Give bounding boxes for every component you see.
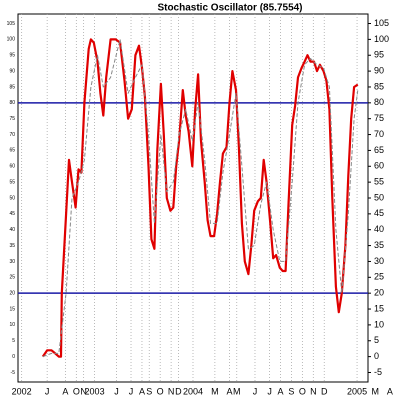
y2-tick-label: 95 — [374, 50, 384, 60]
y2-tick-label: 30 — [374, 256, 384, 266]
x-tick-label: S — [146, 386, 152, 396]
y-tick-label: 60 — [9, 164, 15, 170]
y-tick-label: 80 — [9, 100, 15, 106]
x-tick-label: J — [253, 386, 258, 396]
x-tick-label: J — [267, 386, 272, 396]
y-tick-label: 10 — [9, 322, 15, 328]
y2-tick-label: 90 — [374, 65, 384, 75]
signal-line — [42, 38, 359, 358]
y2-tick-label: 20 — [374, 288, 384, 298]
y2-tick-label: 55 — [374, 177, 384, 187]
x-tick-label: O — [157, 386, 164, 396]
x-tick-label: 2002 — [12, 386, 32, 396]
y-tick-label: 5 — [12, 338, 15, 344]
y2-tick-label: 80 — [374, 97, 384, 107]
y2-tick-label: 0 — [374, 351, 379, 361]
x-tick-label: J — [45, 386, 50, 396]
y2-tick-label: 10 — [374, 319, 384, 329]
x-tick-label: 2004 — [183, 386, 203, 396]
y-tick-label: 65 — [9, 148, 15, 154]
chart-title: Stochastic Oscillator (85.7554) — [157, 3, 302, 14]
x-tick-label: J — [129, 386, 134, 396]
x-tick-label: A — [277, 386, 283, 396]
x-tick-label: A — [226, 386, 232, 396]
x-tick-label: S — [288, 386, 294, 396]
x-tick-label: M — [372, 386, 380, 396]
x-tick-label: A — [387, 386, 393, 396]
y2-tick-label: 5 — [374, 335, 379, 345]
x-tick-label: M — [211, 386, 219, 396]
x-tick-label: D — [321, 386, 328, 396]
y-tick-label: -5 — [11, 370, 16, 376]
y-tick-label: 35 — [9, 243, 15, 249]
x-tick-label: A — [139, 386, 145, 396]
y-tick-label: 100 — [7, 37, 16, 43]
x-tick-label: O — [299, 386, 306, 396]
y-tick-label: 50 — [9, 195, 15, 201]
y2-tick-label: 70 — [374, 129, 384, 139]
y2-tick-label: 60 — [374, 161, 384, 171]
y2-tick-label: 15 — [374, 303, 384, 313]
x-tick-label: J — [114, 386, 119, 396]
x-tick-label: M — [233, 386, 241, 396]
y2-tick-label: 75 — [374, 113, 384, 123]
y2-tick-label: 40 — [374, 224, 384, 234]
y2-tick-label: 65 — [374, 145, 384, 155]
y2-tick-label: 25 — [374, 272, 384, 282]
y-tick-label: 95 — [9, 53, 15, 59]
y-tick-label: 90 — [9, 68, 15, 74]
x-tick-label: A — [62, 386, 68, 396]
y-tick-label: 25 — [9, 275, 15, 281]
x-tick-label: D — [175, 386, 182, 396]
x-tick-label: 2003 — [85, 386, 105, 396]
oscillator-line — [41, 38, 359, 358]
y2-tick-label: -5 — [374, 367, 382, 377]
y-tick-label: 55 — [9, 179, 15, 185]
y2-tick-label: 45 — [374, 208, 384, 218]
y-tick-label: 15 — [9, 306, 15, 312]
x-tick-label: N — [310, 386, 317, 396]
y-tick-label: 105 — [7, 21, 16, 27]
y-tick-label: 75 — [9, 116, 15, 122]
y-tick-label: 40 — [9, 227, 15, 233]
x-tick-label: O — [73, 386, 80, 396]
y-tick-label: 85 — [9, 84, 15, 90]
y-tick-label: 30 — [9, 259, 15, 265]
y2-tick-label: 100 — [374, 34, 389, 44]
y-tick-label: 20 — [9, 291, 15, 297]
y2-tick-label: 50 — [374, 192, 384, 202]
y-tick-label: 0 — [12, 354, 15, 360]
y-tick-label: 70 — [9, 132, 15, 138]
y-tick-label: 45 — [9, 211, 15, 217]
y2-tick-label: 105 — [374, 18, 389, 28]
y2-tick-label: 85 — [374, 81, 384, 91]
x-tick-label: 2005 — [347, 386, 367, 396]
x-tick-label: N — [80, 386, 87, 396]
y2-tick-label: 35 — [374, 240, 384, 250]
x-tick-label: N — [168, 386, 175, 396]
